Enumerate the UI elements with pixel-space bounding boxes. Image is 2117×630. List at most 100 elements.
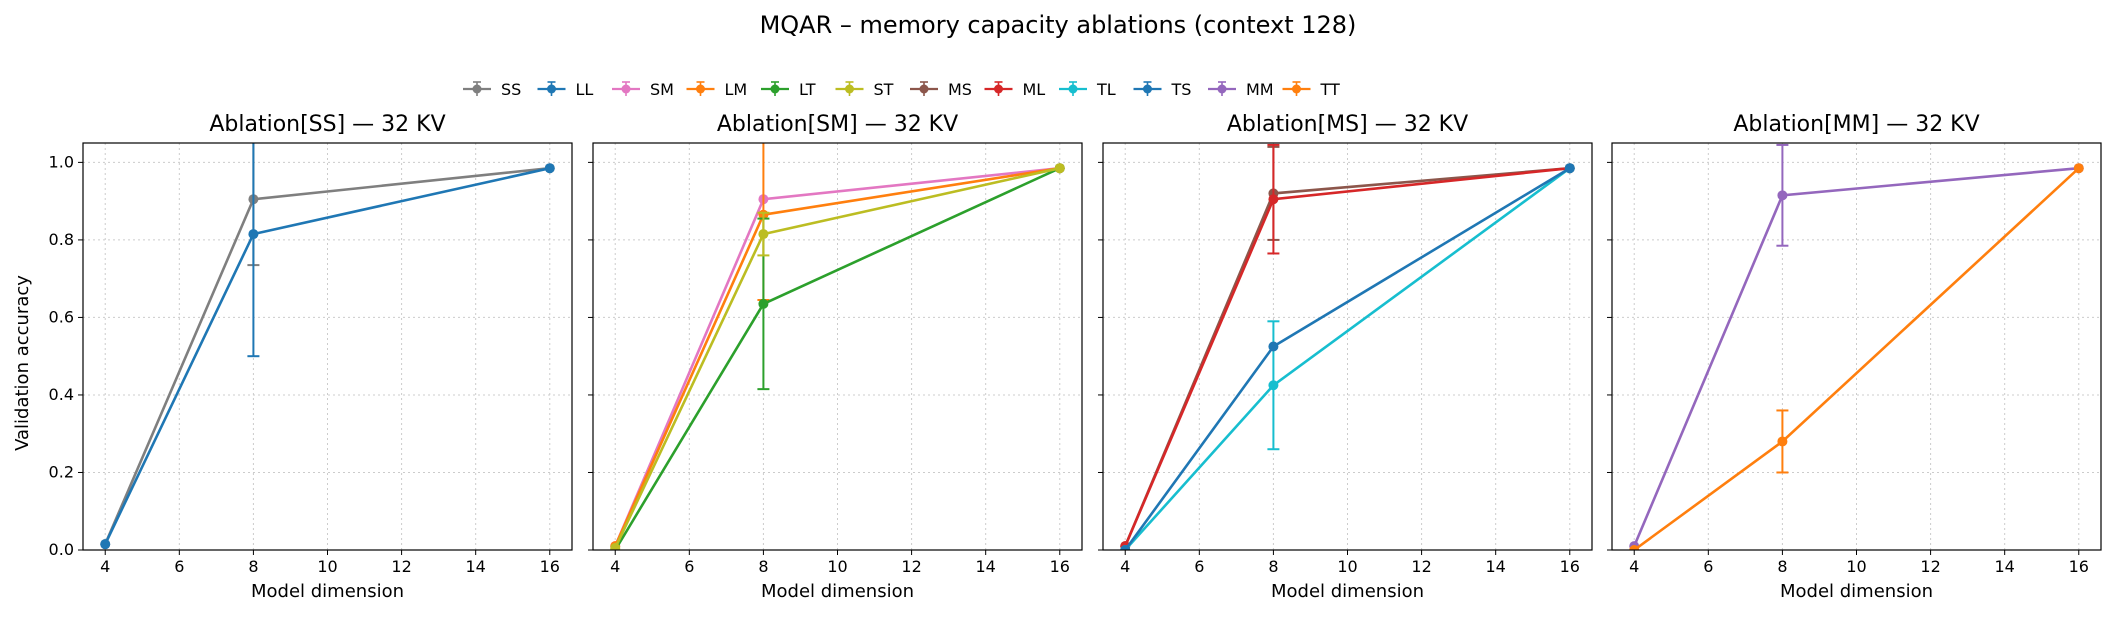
figure-title: MQAR – memory capacity ablations (contex… bbox=[760, 11, 1357, 39]
y-tick-label: 0.2 bbox=[49, 462, 74, 481]
x-tick-label: 8 bbox=[1777, 557, 1787, 576]
x-axis-label: Model dimension bbox=[1780, 581, 1933, 602]
legend-label: LL bbox=[576, 80, 594, 99]
legend-label: ST bbox=[874, 80, 894, 99]
data-point-ts bbox=[1120, 545, 1131, 550]
panel-title: Ablation[MM] — 32 KV bbox=[1733, 112, 1979, 137]
x-axis-label: Model dimension bbox=[251, 581, 404, 602]
legend-marker bbox=[919, 84, 929, 94]
x-tick-label: 14 bbox=[1486, 557, 1506, 576]
y-tick-label: 1.0 bbox=[49, 152, 74, 171]
x-axis-label: Model dimension bbox=[1271, 581, 1424, 602]
panel-4: 4 6 8 10 12 14 16 Ablation[MM] — 32 KV Model dim… bbox=[1607, 112, 2102, 602]
x-tick-label: 12 bbox=[1920, 557, 1940, 576]
y-tick-label: 0.0 bbox=[49, 540, 74, 559]
legend-entry-lm: LM bbox=[686, 80, 747, 99]
legend-entry-sm: SM bbox=[612, 80, 674, 99]
x-tick-label: 8 bbox=[248, 557, 258, 576]
x-tick-label: 16 bbox=[2069, 557, 2089, 576]
x-tick-label: 14 bbox=[466, 557, 486, 576]
legend-marker bbox=[770, 84, 780, 94]
legend-label: MM bbox=[1246, 80, 1274, 99]
legend-label: TL bbox=[1096, 80, 1116, 99]
legend-entry-ll: LL bbox=[537, 80, 594, 99]
x-tick-label: 8 bbox=[1268, 557, 1278, 576]
legend-label: TT bbox=[1320, 80, 1340, 99]
panel-title: Ablation[SM] — 32 KV bbox=[717, 112, 958, 137]
data-point-ll bbox=[100, 539, 111, 550]
x-tick-label: 10 bbox=[827, 557, 847, 576]
legend-label: TS bbox=[1171, 80, 1192, 99]
x-tick-label: 10 bbox=[317, 557, 337, 576]
x-tick-label: 14 bbox=[976, 557, 996, 576]
data-point-st bbox=[758, 229, 769, 240]
data-point-ll bbox=[544, 163, 555, 174]
x-tick-label: 10 bbox=[1337, 557, 1357, 576]
x-tick-label: 6 bbox=[684, 557, 694, 576]
y-tick-label: 0.6 bbox=[49, 307, 74, 326]
series-group bbox=[610, 143, 1065, 550]
legend-entry-ml: ML bbox=[984, 80, 1046, 99]
legend-marker bbox=[696, 84, 705, 94]
legend-marker bbox=[547, 84, 556, 94]
panel-title: Ablation[MS] — 32 KV bbox=[1227, 112, 1468, 137]
legend-label: LT bbox=[799, 80, 816, 99]
x-tick-label: 16 bbox=[540, 557, 560, 576]
panel-title: Ablation[SS] — 32 KV bbox=[209, 112, 445, 137]
x-tick-label: 12 bbox=[1411, 557, 1431, 576]
x-tick-label: 8 bbox=[758, 557, 768, 576]
legend-label: SM bbox=[650, 80, 674, 99]
legend-marker bbox=[472, 84, 482, 94]
legend-entry-tl: TL bbox=[1059, 80, 1116, 99]
data-point-ts bbox=[1564, 163, 1575, 174]
data-point-ml bbox=[1268, 194, 1279, 205]
series-group bbox=[1629, 143, 2084, 550]
x-tick-label: 6 bbox=[1703, 557, 1713, 576]
data-point-tt bbox=[2073, 163, 2084, 174]
x-tick-label: 4 bbox=[100, 557, 110, 576]
data-point-tt bbox=[1629, 545, 1640, 550]
x-tick-label: 4 bbox=[1629, 557, 1639, 576]
legend-marker bbox=[1292, 84, 1301, 94]
legend-marker bbox=[621, 84, 631, 94]
x-tick-label: 12 bbox=[391, 557, 411, 576]
series-group bbox=[100, 143, 555, 550]
series-group bbox=[1120, 143, 1575, 550]
legend-entry-mm: MM bbox=[1208, 80, 1274, 99]
panels: 4 6 8 10 12 14 16 0.0 0.2 0.4 0.6 0.8 1.0 Ablation[SS… bbox=[49, 112, 2102, 602]
y-axis-label: Validation accuracy bbox=[12, 275, 33, 451]
y-tick-label: 0.8 bbox=[49, 230, 74, 249]
y-tick-label: 0.4 bbox=[49, 385, 74, 404]
data-point-mm bbox=[1777, 190, 1788, 201]
data-point-st bbox=[1054, 163, 1065, 174]
x-tick-label: 16 bbox=[1560, 557, 1580, 576]
legend-entry-lt: LT bbox=[761, 80, 816, 99]
data-point-ts bbox=[1268, 341, 1279, 352]
panel-2: 4 6 8 10 12 14 16 Ablation[SM] — 32 KV Model dim… bbox=[588, 112, 1083, 602]
legend-label: ML bbox=[1023, 80, 1046, 99]
x-tick-label: 6 bbox=[174, 557, 184, 576]
panel-1: 4 6 8 10 12 14 16 0.0 0.2 0.4 0.6 0.8 1.0 Ablation[SS… bbox=[49, 112, 573, 602]
x-tick-label: 10 bbox=[1846, 557, 1866, 576]
legend-marker bbox=[1217, 84, 1227, 94]
legend-marker bbox=[994, 84, 1003, 94]
legend-entry-ms: MS bbox=[910, 80, 972, 99]
legend-marker bbox=[845, 84, 854, 94]
legend-entry-ts: TS bbox=[1133, 80, 1192, 99]
data-point-tt bbox=[1777, 436, 1788, 447]
panel-3: 4 6 8 10 12 14 16 Ablation[MS] — 32 KV Model dim… bbox=[1098, 112, 1593, 602]
x-tick-label: 4 bbox=[1120, 557, 1130, 576]
data-point-tl bbox=[1268, 380, 1279, 391]
legend-marker bbox=[1068, 84, 1078, 94]
legend-entry-ss: SS bbox=[463, 80, 521, 99]
data-point-st bbox=[610, 543, 621, 550]
data-point-lt bbox=[758, 298, 769, 309]
legend: SS LL SM LM LT ST MS ML TL TS MM TT bbox=[463, 80, 1340, 99]
legend-label: MS bbox=[948, 80, 972, 99]
legend-marker bbox=[1143, 84, 1152, 94]
x-tick-label: 14 bbox=[1995, 557, 2015, 576]
legend-entry-st: ST bbox=[835, 80, 894, 99]
x-tick-label: 4 bbox=[610, 557, 620, 576]
